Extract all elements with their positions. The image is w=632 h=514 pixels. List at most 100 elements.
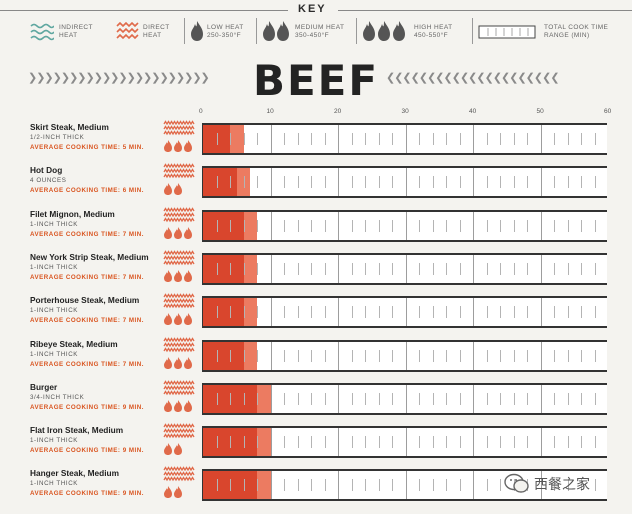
min-time-bar bbox=[203, 341, 244, 370]
minor-tick bbox=[432, 479, 434, 492]
minor-tick bbox=[243, 436, 245, 449]
chart-row: Flat Iron Steak, Medium 1-INCH THICK AVERA… bbox=[0, 423, 632, 467]
minor-tick bbox=[284, 392, 285, 405]
minor-tick bbox=[216, 262, 218, 275]
minor-tick bbox=[297, 349, 299, 362]
x-axis-tick-label: 10 bbox=[266, 108, 274, 115]
minor-tick bbox=[392, 262, 393, 275]
direct-heat-icon bbox=[163, 206, 195, 222]
minor-tick bbox=[513, 306, 515, 319]
key-legend: KEY INDIRECT HEAT DIRECT HEAT LOW HEAT bbox=[0, 0, 632, 52]
minor-tick bbox=[500, 392, 501, 405]
minor-tick bbox=[257, 219, 258, 232]
minor-tick bbox=[378, 262, 380, 275]
grid-line bbox=[473, 168, 474, 197]
minor-tick bbox=[567, 436, 569, 449]
grid-line bbox=[540, 341, 542, 370]
minor-tick bbox=[243, 392, 245, 405]
grid-line bbox=[473, 428, 474, 457]
low-heat-range: 250-350°F bbox=[207, 32, 242, 39]
minor-tick bbox=[351, 392, 353, 405]
grid-line bbox=[405, 384, 407, 413]
minor-tick bbox=[257, 176, 258, 189]
min-time-bar bbox=[203, 298, 244, 327]
minor-tick bbox=[351, 262, 353, 275]
key-title: KEY bbox=[298, 3, 327, 15]
grid-line bbox=[540, 428, 542, 457]
minor-tick bbox=[459, 262, 461, 275]
minor-tick bbox=[284, 306, 285, 319]
minor-tick bbox=[567, 479, 569, 492]
minor-tick bbox=[311, 349, 312, 362]
row-average-time: AVERAGE COOKING TIME: 9 MIN. bbox=[30, 490, 144, 498]
minor-tick bbox=[527, 349, 528, 362]
minor-tick bbox=[378, 133, 380, 145]
grid-line bbox=[338, 298, 339, 327]
minor-tick bbox=[527, 436, 528, 449]
direct-label-1: DIRECT bbox=[143, 24, 170, 31]
time-range-bar bbox=[202, 469, 607, 502]
minor-tick bbox=[432, 436, 434, 449]
minor-tick bbox=[594, 262, 596, 275]
minor-tick bbox=[243, 262, 245, 275]
minor-tick bbox=[297, 479, 299, 492]
minor-tick bbox=[311, 392, 312, 405]
minor-tick bbox=[486, 219, 488, 232]
minor-tick bbox=[284, 479, 285, 492]
time-range-bar bbox=[202, 426, 607, 459]
time-range-bar bbox=[202, 296, 607, 329]
chart-row: Burger 3/4-INCH THICK AVERAGE COOKING TIME… bbox=[0, 380, 632, 424]
grid-line bbox=[540, 254, 542, 283]
row-average-time: AVERAGE COOKING TIME: 5 MIN. bbox=[30, 144, 144, 151]
minor-tick bbox=[567, 262, 569, 275]
minor-tick bbox=[365, 176, 366, 189]
minor-tick bbox=[284, 176, 285, 189]
heat-level-flame-icon bbox=[164, 399, 192, 412]
minor-tick bbox=[594, 392, 596, 405]
minor-tick bbox=[581, 133, 582, 145]
minor-tick bbox=[365, 349, 366, 362]
grid-line bbox=[270, 254, 272, 283]
minor-tick bbox=[392, 349, 393, 362]
grid-line bbox=[405, 125, 407, 153]
key-medium-heat: MEDIUM HEAT 350-450°F bbox=[262, 20, 358, 44]
row-thickness: 1-INCH THICK bbox=[30, 307, 78, 315]
cooking-time-chart: 0 10 20 30 40 50 60 Skirt Steak, Medium 1/2-INCH… bbox=[0, 104, 632, 514]
grid-line bbox=[338, 211, 339, 240]
high-heat-range: 450-550°F bbox=[414, 32, 449, 39]
minor-tick bbox=[243, 133, 245, 145]
minor-tick bbox=[594, 306, 596, 319]
grid-line bbox=[405, 168, 407, 197]
minor-tick bbox=[500, 219, 501, 232]
grid-line bbox=[338, 254, 339, 283]
grid-line bbox=[338, 471, 339, 500]
heat-level-flame-icon bbox=[164, 269, 192, 282]
minor-tick bbox=[419, 133, 420, 145]
minor-tick bbox=[486, 306, 488, 319]
grid-line bbox=[473, 298, 474, 327]
direct-heat-icon bbox=[163, 466, 195, 482]
minor-tick bbox=[230, 306, 231, 319]
minor-tick bbox=[284, 133, 285, 145]
minor-tick bbox=[243, 479, 245, 492]
minor-tick bbox=[351, 479, 353, 492]
minor-tick bbox=[513, 133, 515, 145]
minor-tick bbox=[513, 392, 515, 405]
minor-tick bbox=[311, 219, 312, 232]
high-heat-flame-icon bbox=[363, 21, 405, 41]
row-food-name: Skirt Steak, Medium bbox=[30, 122, 109, 132]
row-average-time: AVERAGE COOKING TIME: 7 MIN. bbox=[30, 273, 144, 281]
row-food-name: Porterhouse Steak, Medium bbox=[30, 295, 140, 306]
minor-tick bbox=[486, 479, 488, 492]
section-title: BEEF bbox=[252, 56, 380, 105]
row-average-time: AVERAGE COOKING TIME: 7 MIN. bbox=[30, 360, 144, 368]
heat-level-flame-icon bbox=[164, 226, 192, 239]
minor-tick bbox=[554, 306, 555, 319]
direct-heat-icon bbox=[116, 22, 139, 40]
direct-label-2: HEAT bbox=[143, 32, 162, 39]
minor-tick bbox=[378, 436, 380, 449]
minor-tick bbox=[216, 392, 218, 405]
time-range-bar bbox=[202, 209, 607, 242]
watermark-text: 西餐之家 bbox=[534, 477, 590, 493]
minor-tick bbox=[554, 176, 555, 189]
